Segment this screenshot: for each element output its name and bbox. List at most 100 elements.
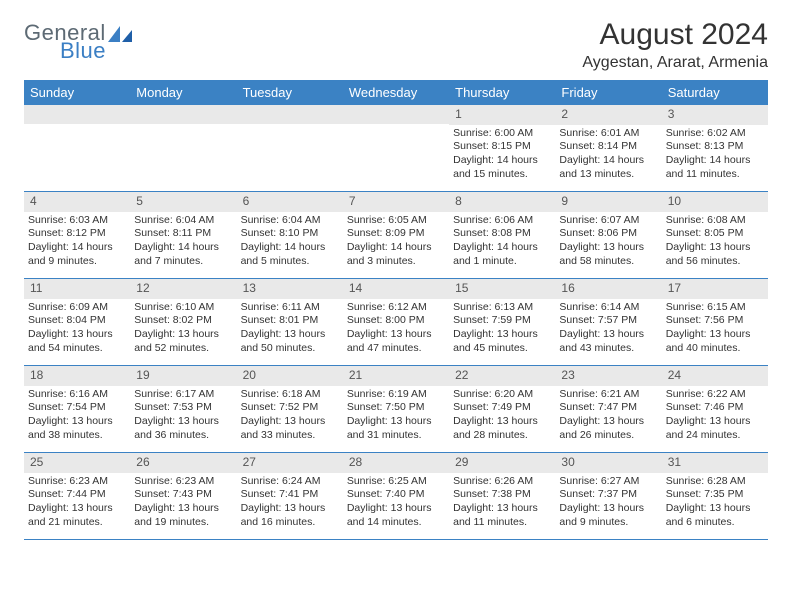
- title-block: August 2024 Aygestan, Ararat, Armenia: [582, 18, 768, 72]
- day-cell-empty: [130, 105, 236, 191]
- day-details: Sunrise: 6:25 AMSunset: 7:40 PMDaylight:…: [347, 475, 445, 530]
- sunset-line: Sunset: 7:50 PM: [347, 401, 445, 415]
- day-number: 25: [24, 453, 130, 473]
- weekday-header: Friday: [555, 80, 661, 105]
- logo: General Blue: [24, 22, 134, 62]
- sunrise-line: Sunrise: 6:25 AM: [347, 475, 445, 489]
- sunrise-line: Sunrise: 6:02 AM: [666, 127, 764, 141]
- weekday-header: Monday: [130, 80, 236, 105]
- sunset-line: Sunset: 7:35 PM: [666, 488, 764, 502]
- day-details: Sunrise: 6:12 AMSunset: 8:00 PMDaylight:…: [347, 301, 445, 356]
- day-number: 13: [237, 279, 343, 299]
- day-number: 10: [662, 192, 768, 212]
- daylight-line: Daylight: 13 hours and 14 minutes.: [347, 502, 445, 529]
- sunset-line: Sunset: 7:38 PM: [453, 488, 551, 502]
- sunset-line: Sunset: 8:13 PM: [666, 140, 764, 154]
- day-number: 22: [449, 366, 555, 386]
- sunset-line: Sunset: 8:15 PM: [453, 140, 551, 154]
- day-cell: 17Sunrise: 6:15 AMSunset: 7:56 PMDayligh…: [662, 279, 768, 365]
- sunrise-line: Sunrise: 6:21 AM: [559, 388, 657, 402]
- day-cell: 6Sunrise: 6:04 AMSunset: 8:10 PMDaylight…: [237, 192, 343, 278]
- sunrise-line: Sunrise: 6:16 AM: [28, 388, 126, 402]
- day-cell: 28Sunrise: 6:25 AMSunset: 7:40 PMDayligh…: [343, 453, 449, 539]
- daylight-line: Daylight: 13 hours and 6 minutes.: [666, 502, 764, 529]
- sunrise-line: Sunrise: 6:08 AM: [666, 214, 764, 228]
- day-number: 24: [662, 366, 768, 386]
- day-details: Sunrise: 6:23 AMSunset: 7:44 PMDaylight:…: [28, 475, 126, 530]
- week-row: 11Sunrise: 6:09 AMSunset: 8:04 PMDayligh…: [24, 279, 768, 366]
- daylight-line: Daylight: 14 hours and 1 minute.: [453, 241, 551, 268]
- sunset-line: Sunset: 8:12 PM: [28, 227, 126, 241]
- sunset-line: Sunset: 8:00 PM: [347, 314, 445, 328]
- day-cell-empty: [24, 105, 130, 191]
- day-details: Sunrise: 6:21 AMSunset: 7:47 PMDaylight:…: [559, 388, 657, 443]
- day-details: Sunrise: 6:18 AMSunset: 7:52 PMDaylight:…: [241, 388, 339, 443]
- sunrise-line: Sunrise: 6:00 AM: [453, 127, 551, 141]
- day-cell: 23Sunrise: 6:21 AMSunset: 7:47 PMDayligh…: [555, 366, 661, 452]
- daylight-line: Daylight: 14 hours and 7 minutes.: [134, 241, 232, 268]
- day-cell: 10Sunrise: 6:08 AMSunset: 8:05 PMDayligh…: [662, 192, 768, 278]
- weekday-header: Wednesday: [343, 80, 449, 105]
- day-details: Sunrise: 6:01 AMSunset: 8:14 PMDaylight:…: [559, 127, 657, 182]
- sunrise-line: Sunrise: 6:14 AM: [559, 301, 657, 315]
- sunrise-line: Sunrise: 6:11 AM: [241, 301, 339, 315]
- day-cell-empty: [343, 105, 449, 191]
- sunrise-line: Sunrise: 6:15 AM: [666, 301, 764, 315]
- day-number: 20: [237, 366, 343, 386]
- sunrise-line: Sunrise: 6:19 AM: [347, 388, 445, 402]
- day-number: 8: [449, 192, 555, 212]
- day-cell: 7Sunrise: 6:05 AMSunset: 8:09 PMDaylight…: [343, 192, 449, 278]
- day-number: 16: [555, 279, 661, 299]
- week-row: 25Sunrise: 6:23 AMSunset: 7:44 PMDayligh…: [24, 453, 768, 540]
- day-details: Sunrise: 6:08 AMSunset: 8:05 PMDaylight:…: [666, 214, 764, 269]
- sunset-line: Sunset: 7:52 PM: [241, 401, 339, 415]
- sunset-line: Sunset: 8:10 PM: [241, 227, 339, 241]
- day-details: Sunrise: 6:02 AMSunset: 8:13 PMDaylight:…: [666, 127, 764, 182]
- day-number: 4: [24, 192, 130, 212]
- day-number: 23: [555, 366, 661, 386]
- day-cell: 22Sunrise: 6:20 AMSunset: 7:49 PMDayligh…: [449, 366, 555, 452]
- day-cell: 18Sunrise: 6:16 AMSunset: 7:54 PMDayligh…: [24, 366, 130, 452]
- day-cell: 27Sunrise: 6:24 AMSunset: 7:41 PMDayligh…: [237, 453, 343, 539]
- day-details: Sunrise: 6:03 AMSunset: 8:12 PMDaylight:…: [28, 214, 126, 269]
- sunrise-line: Sunrise: 6:07 AM: [559, 214, 657, 228]
- sunset-line: Sunset: 7:54 PM: [28, 401, 126, 415]
- sunrise-line: Sunrise: 6:18 AM: [241, 388, 339, 402]
- day-cell: 3Sunrise: 6:02 AMSunset: 8:13 PMDaylight…: [662, 105, 768, 191]
- day-number: 1: [449, 105, 555, 125]
- sunset-line: Sunset: 8:09 PM: [347, 227, 445, 241]
- day-cell: 12Sunrise: 6:10 AMSunset: 8:02 PMDayligh…: [130, 279, 236, 365]
- day-number: 6: [237, 192, 343, 212]
- day-details: Sunrise: 6:23 AMSunset: 7:43 PMDaylight:…: [134, 475, 232, 530]
- sunset-line: Sunset: 8:14 PM: [559, 140, 657, 154]
- day-cell: 11Sunrise: 6:09 AMSunset: 8:04 PMDayligh…: [24, 279, 130, 365]
- sunset-line: Sunset: 8:04 PM: [28, 314, 126, 328]
- sunrise-line: Sunrise: 6:28 AM: [666, 475, 764, 489]
- sunrise-line: Sunrise: 6:12 AM: [347, 301, 445, 315]
- sunset-line: Sunset: 8:02 PM: [134, 314, 232, 328]
- daylight-line: Daylight: 13 hours and 9 minutes.: [559, 502, 657, 529]
- sunrise-line: Sunrise: 6:20 AM: [453, 388, 551, 402]
- day-details: Sunrise: 6:17 AMSunset: 7:53 PMDaylight:…: [134, 388, 232, 443]
- day-cell: 1Sunrise: 6:00 AMSunset: 8:15 PMDaylight…: [449, 105, 555, 191]
- daylight-line: Daylight: 13 hours and 40 minutes.: [666, 328, 764, 355]
- daylight-line: Daylight: 13 hours and 28 minutes.: [453, 415, 551, 442]
- day-cell: 4Sunrise: 6:03 AMSunset: 8:12 PMDaylight…: [24, 192, 130, 278]
- sunset-line: Sunset: 7:43 PM: [134, 488, 232, 502]
- day-cell: 13Sunrise: 6:11 AMSunset: 8:01 PMDayligh…: [237, 279, 343, 365]
- day-details: Sunrise: 6:15 AMSunset: 7:56 PMDaylight:…: [666, 301, 764, 356]
- week-row: 4Sunrise: 6:03 AMSunset: 8:12 PMDaylight…: [24, 192, 768, 279]
- sunrise-line: Sunrise: 6:24 AM: [241, 475, 339, 489]
- day-number: 26: [130, 453, 236, 473]
- day-cell: 15Sunrise: 6:13 AMSunset: 7:59 PMDayligh…: [449, 279, 555, 365]
- sunrise-line: Sunrise: 6:09 AM: [28, 301, 126, 315]
- day-cell: 8Sunrise: 6:06 AMSunset: 8:08 PMDaylight…: [449, 192, 555, 278]
- day-details: Sunrise: 6:00 AMSunset: 8:15 PMDaylight:…: [453, 127, 551, 182]
- day-number: 18: [24, 366, 130, 386]
- daylight-line: Daylight: 14 hours and 15 minutes.: [453, 154, 551, 181]
- weekday-header: Saturday: [662, 80, 768, 105]
- day-details: Sunrise: 6:06 AMSunset: 8:08 PMDaylight:…: [453, 214, 551, 269]
- sunset-line: Sunset: 7:37 PM: [559, 488, 657, 502]
- daylight-line: Daylight: 13 hours and 58 minutes.: [559, 241, 657, 268]
- day-details: Sunrise: 6:13 AMSunset: 7:59 PMDaylight:…: [453, 301, 551, 356]
